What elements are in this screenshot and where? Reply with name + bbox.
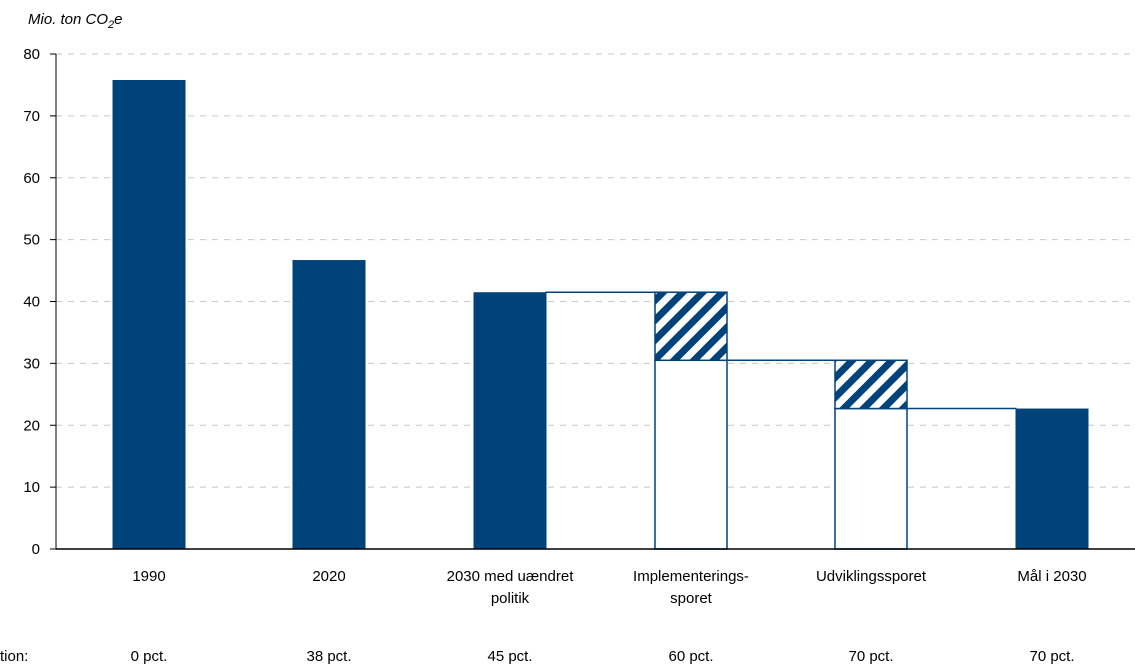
- reduction-label-1: 38 pct.: [306, 648, 351, 665]
- bar-open-3: [654, 359, 728, 550]
- reduction-label-3: 60 pct.: [668, 648, 713, 665]
- bar-solid-2: [473, 292, 547, 549]
- bars: [112, 79, 1089, 550]
- unit-subscript: 2: [107, 19, 114, 31]
- y-tick-label-30: 30: [23, 355, 40, 372]
- bar-solid-0: [112, 79, 186, 550]
- reduction-label-5: 70 pct.: [1029, 648, 1074, 665]
- x-tick-label-0-line-0: 1990: [132, 568, 165, 585]
- labels: 0 10 20 30 40 50 60 70 80 1990 0 pct. 2020 38 pct. 20…: [0, 46, 1087, 665]
- y-axis-unit-label: Mio. ton CO2e: [28, 11, 123, 31]
- y-tick-label-40: 40: [23, 294, 40, 311]
- bar-solid-1: [292, 260, 366, 549]
- x-tick-label-3-line-1: sporet: [670, 590, 713, 607]
- bar-solid-5: [1015, 408, 1089, 549]
- y-tick-label-10: 10: [23, 479, 40, 496]
- x-tick-label-5-line-0: Mål i 2030: [1017, 568, 1086, 585]
- y-tick-label-70: 70: [23, 108, 40, 125]
- y-tick-label-80: 80: [23, 46, 40, 63]
- reduction-row-label: tion:: [0, 648, 28, 665]
- reduction-label-0: 0 pct.: [131, 648, 168, 665]
- bar-hatched-3: [654, 291, 728, 362]
- y-tick-label-60: 60: [23, 170, 40, 187]
- axes: [50, 53, 1135, 550]
- unit-prefix: Mio. ton CO: [28, 11, 108, 28]
- y-tick-label-20: 20: [23, 417, 40, 434]
- x-tick-label-2-line-1: politik: [491, 590, 530, 607]
- unit-suffix: e: [114, 11, 122, 28]
- x-tick-label-1-line-0: 2020: [312, 568, 345, 585]
- reduction-label-4: 70 pct.: [848, 648, 893, 665]
- bar-open-4: [834, 407, 908, 550]
- x-tick-label-4-line-0: Udviklingssporet: [816, 568, 927, 585]
- x-tick-label-3-line-0: Implementerings-: [633, 568, 749, 585]
- reduction-label-2: 45 pct.: [487, 648, 532, 665]
- y-tick-label-0: 0: [32, 541, 40, 558]
- gridlines: [56, 53, 1135, 488]
- x-tick-label-2-line-0: 2030 med uændret: [447, 568, 575, 585]
- bar-hatched-4: [834, 359, 908, 410]
- y-tick-label-50: 50: [23, 232, 40, 249]
